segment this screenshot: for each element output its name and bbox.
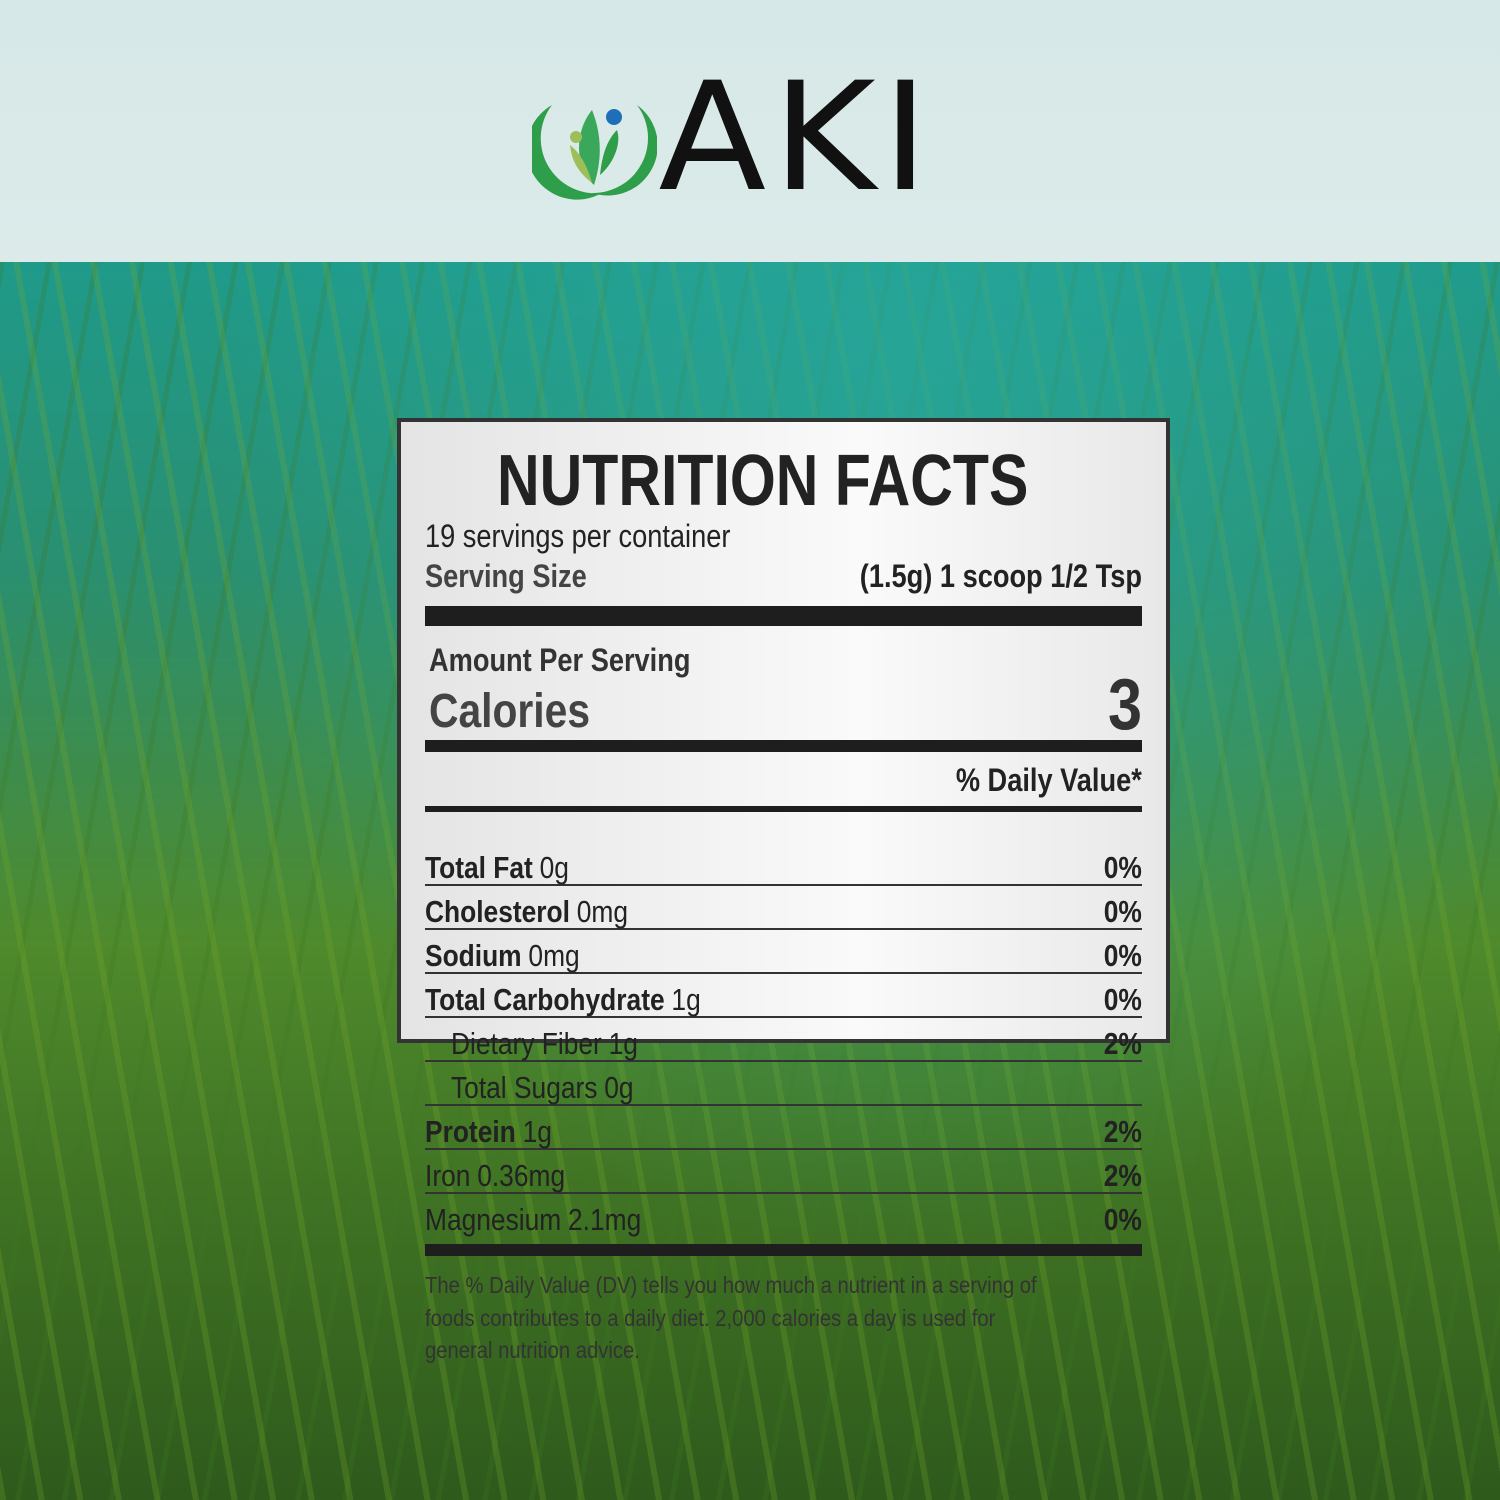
nutrient-row: Magnesium 2.1mg 0%: [425, 1194, 1142, 1238]
nutrient-label: Dietary Fiber: [451, 1026, 602, 1061]
nutrient-row: Total Sugars 0g: [425, 1062, 1142, 1106]
amount-per-serving: Amount Per Serving: [429, 642, 691, 678]
servings-per-container: 19 servings per container: [425, 518, 731, 554]
nutrient-amount: 1g: [671, 982, 701, 1017]
nutrient-amount: 2.1mg: [568, 1202, 642, 1237]
nutrient-label: Iron: [425, 1158, 471, 1193]
nutrient-name: Dietary Fiber 1g: [451, 1026, 638, 1062]
nutrient-row: Iron 0.36mg 2%: [425, 1150, 1142, 1194]
nutrient-row: Total Carbohydrate 1g 0%: [425, 974, 1142, 1018]
nutrient-amount: 0g: [539, 850, 569, 885]
footnote-line: The % Daily Value (DV) tells you how muc…: [425, 1272, 1037, 1298]
nutrient-label: Magnesium: [425, 1202, 562, 1237]
label-title: NUTRITION FACTS: [497, 441, 1029, 521]
serving-size-value: (1.5g) 1 scoop 1/2 Tsp: [859, 558, 1142, 594]
nutrient-name: Total Sugars 0g: [451, 1070, 634, 1106]
nutrient-row: Protein 1g 2%: [425, 1106, 1142, 1150]
nutrient-daily-value: 0%: [1103, 982, 1142, 1017]
nutrient-daily-value: 0%: [1103, 938, 1142, 973]
nutrient-daily-value: 0%: [1103, 850, 1142, 885]
nutrient-row: Cholesterol 0mg 0%: [425, 886, 1142, 930]
bottom-divider: [425, 1244, 1142, 1256]
nutrient-name: Total Fat 0g: [425, 850, 569, 886]
brand-header: AKI: [0, 0, 1500, 262]
nutrient-name: Protein 1g: [425, 1114, 552, 1150]
nutrient-label: Sodium: [425, 938, 522, 973]
nutrient-name: Iron 0.36mg: [425, 1158, 565, 1194]
nutrient-name: Total Carbohydrate 1g: [425, 982, 701, 1018]
nutrient-amount: 0.36mg: [477, 1158, 566, 1193]
thick-divider: [425, 606, 1142, 626]
nutrient-daily-value: 0%: [1103, 894, 1142, 929]
nutrient-label: Total Sugars: [451, 1070, 598, 1105]
calories-value: 3: [1107, 665, 1142, 745]
brand-logo: AKI: [532, 63, 928, 213]
nutrient-name: Magnesium 2.1mg: [425, 1202, 641, 1238]
nutrient-label: Protein: [425, 1114, 516, 1149]
brand-wordmark: AKI: [658, 50, 935, 225]
nutrient-amount: 0mg: [576, 894, 629, 929]
nutrient-daily-value: 2%: [1103, 1158, 1142, 1193]
thin-divider: [425, 806, 1142, 812]
nutrient-daily-value: 2%: [1103, 1026, 1142, 1061]
nutrient-name: Cholesterol 0mg: [425, 894, 628, 930]
nutrient-amount: 1g: [522, 1114, 552, 1149]
nutrient-row: Total Fat 0g 0%: [425, 842, 1142, 886]
nutrient-label: Cholesterol: [425, 894, 570, 929]
footnote-line: general nutrition advice.: [425, 1337, 640, 1363]
nutrient-row: Sodium 0mg 0%: [425, 930, 1142, 974]
nutrient-label: Total Carbohydrate: [425, 982, 665, 1017]
daily-value-header: % Daily Value*: [956, 762, 1142, 798]
medium-divider: [425, 740, 1142, 752]
nutrient-label: Total Fat: [425, 850, 533, 885]
nutrient-amount: 1g: [608, 1026, 638, 1061]
nutrition-facts-panel: NUTRITION FACTS 19 servings per containe…: [397, 418, 1170, 1363]
nutrient-daily-value: 0%: [1103, 1202, 1142, 1237]
nutrient-name: Sodium 0mg: [425, 938, 580, 974]
serving-size-label: Serving Size: [425, 558, 587, 594]
leaf-circle-logo-icon: [532, 105, 657, 200]
nutrient-daily-value: 2%: [1103, 1114, 1142, 1149]
calories-label: Calories: [429, 685, 591, 738]
footnote-line: foods contributes to a daily diet. 2,000…: [425, 1305, 996, 1331]
nutrient-amount: 0mg: [528, 938, 580, 973]
nutrient-amount: 0g: [604, 1070, 634, 1105]
nutrient-row: Dietary Fiber 1g 2%: [425, 1018, 1142, 1062]
